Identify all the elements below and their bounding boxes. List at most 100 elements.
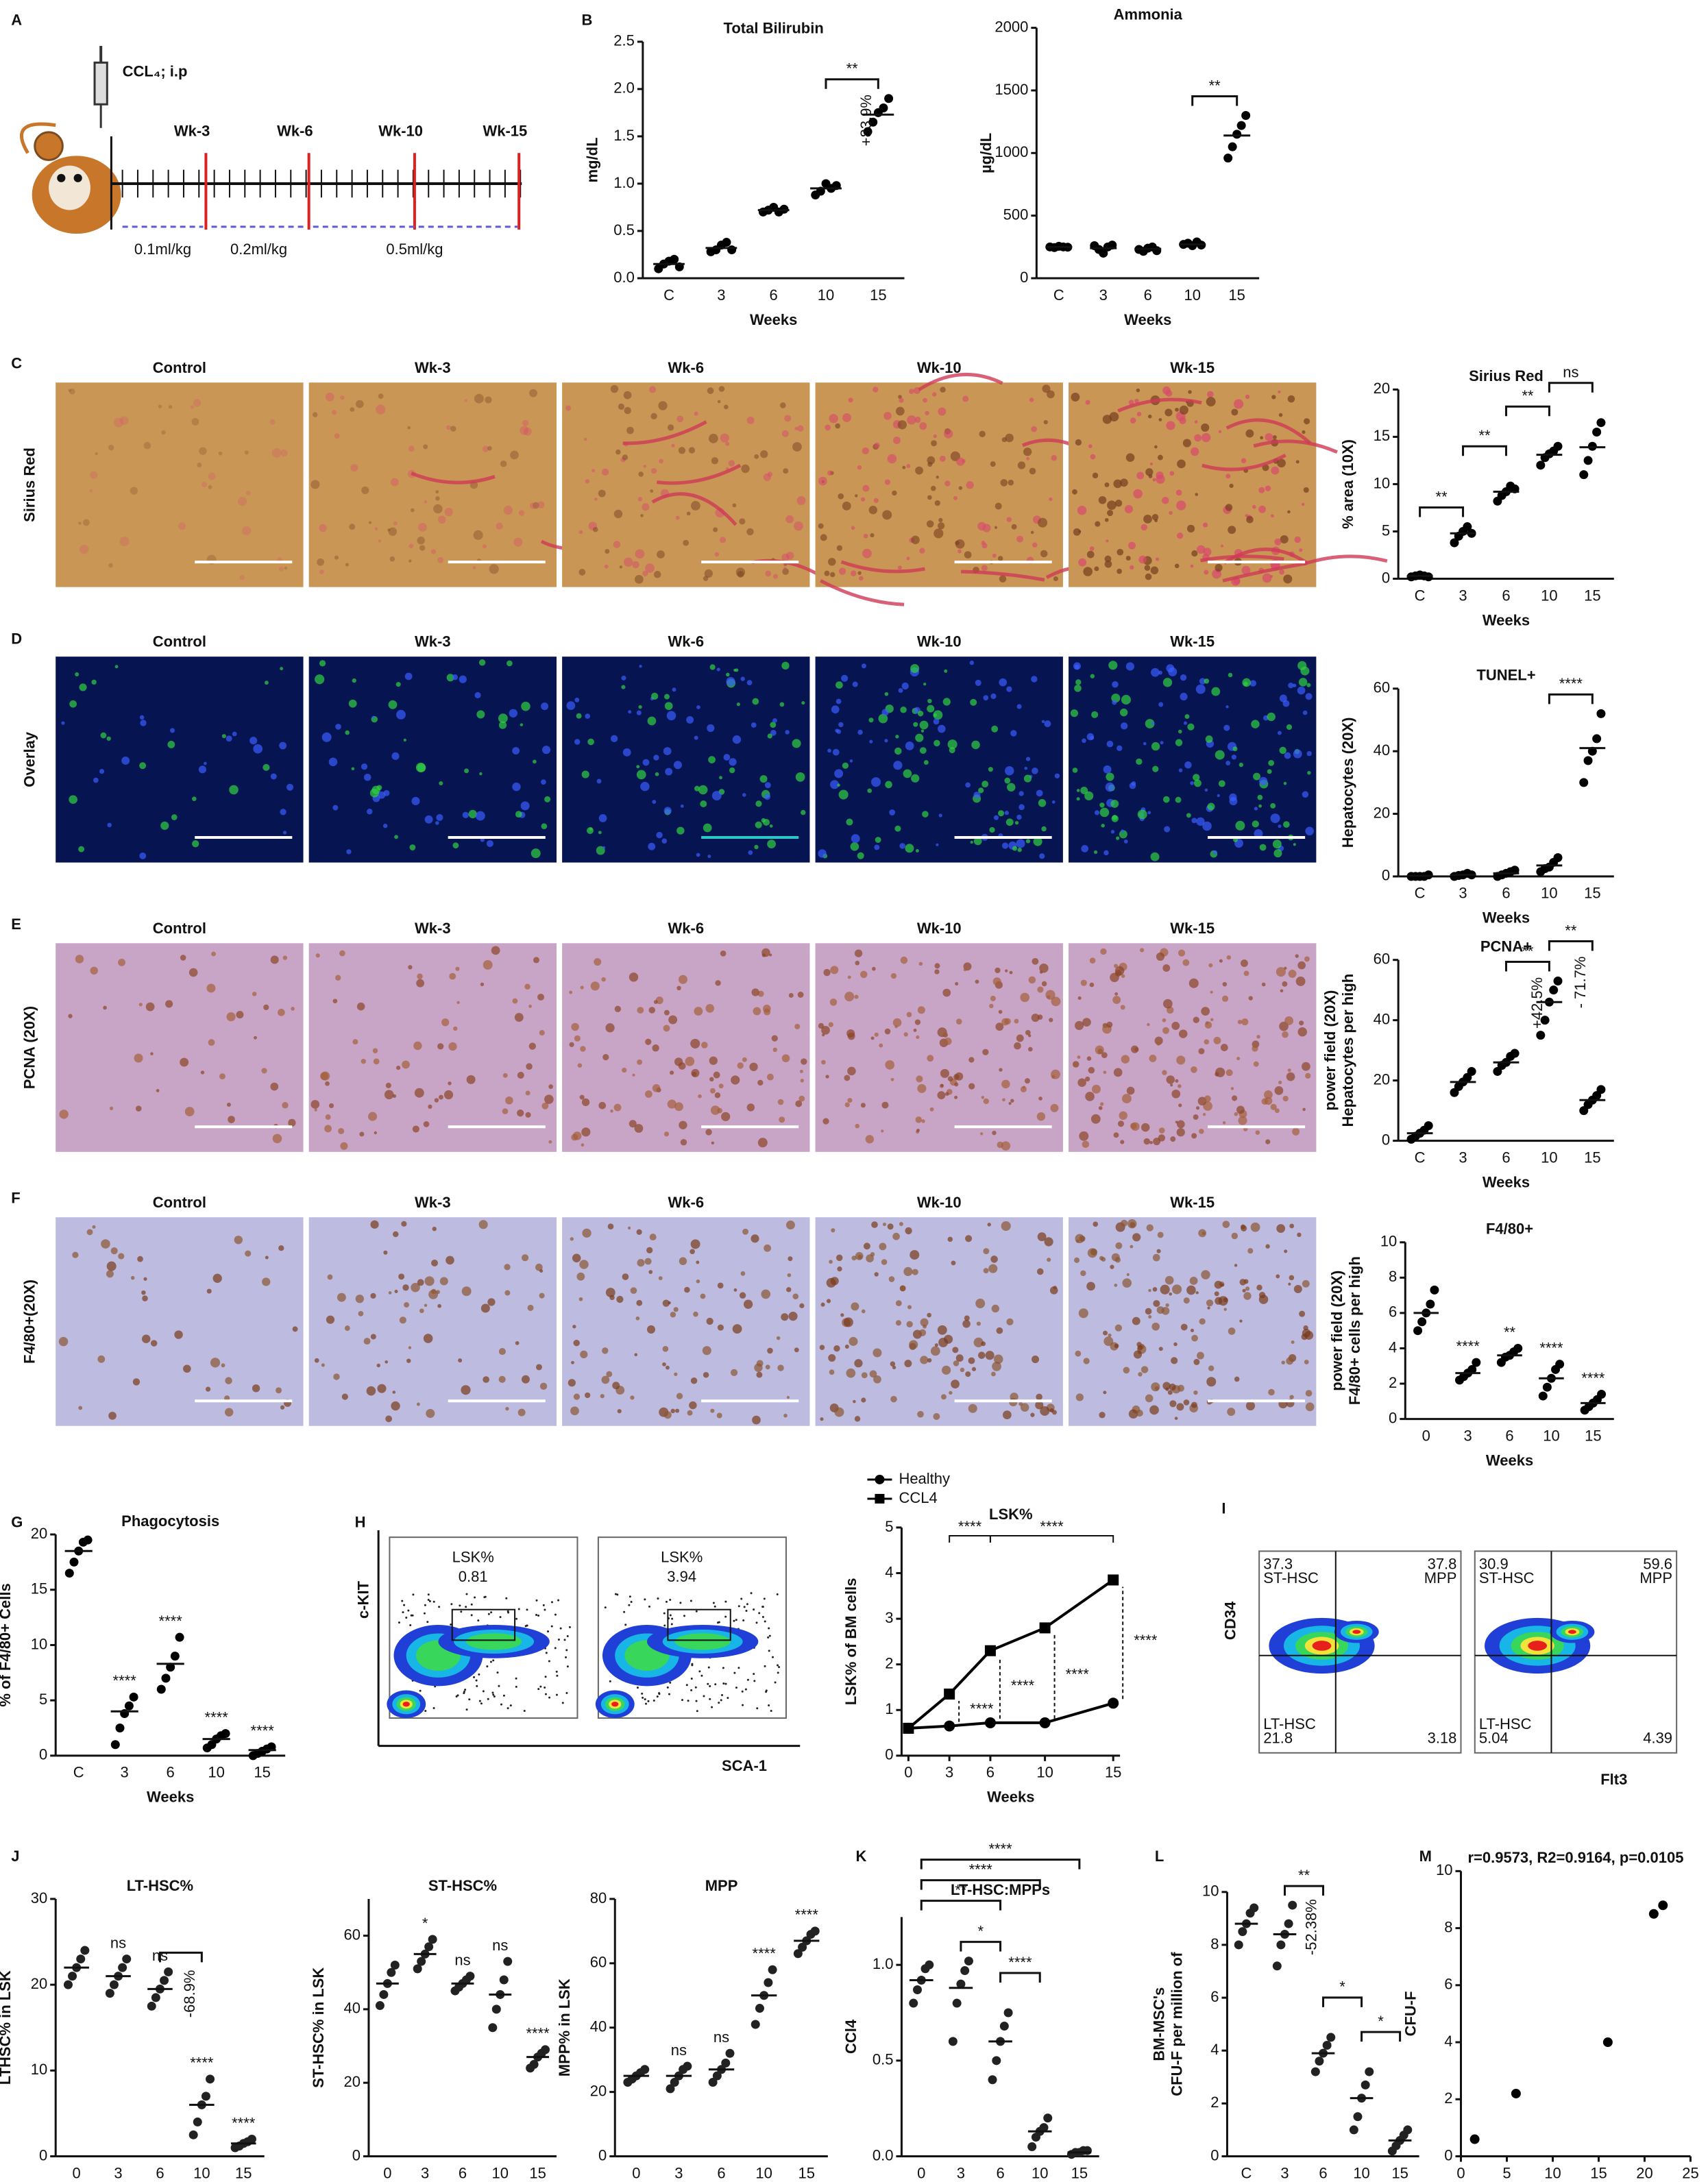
data-point <box>879 103 888 113</box>
texture <box>919 720 929 730</box>
data-point <box>390 1961 400 1970</box>
data-point <box>164 1967 173 1976</box>
texture <box>752 698 759 705</box>
texture <box>1160 741 1164 745</box>
texture <box>1214 1291 1219 1297</box>
data-point <box>884 94 894 103</box>
quadrant-label: MPP <box>1424 1569 1457 1586</box>
texture <box>912 1268 918 1275</box>
texture <box>710 1105 720 1115</box>
texture <box>731 1075 740 1085</box>
texture <box>487 445 492 451</box>
texture <box>576 713 582 719</box>
texture <box>850 842 859 851</box>
texture <box>1169 1383 1176 1391</box>
texture <box>1143 1138 1151 1145</box>
data-point <box>1511 2088 1521 2098</box>
texture <box>792 739 801 748</box>
texture <box>1115 1242 1123 1249</box>
texture <box>1047 1258 1051 1262</box>
texture <box>321 1071 330 1081</box>
micrograph <box>308 657 557 863</box>
micrograph-image <box>308 657 557 863</box>
texture <box>985 1351 995 1360</box>
data-point <box>793 1949 803 1959</box>
density <box>611 1702 619 1707</box>
texture <box>634 1124 644 1133</box>
texture <box>1282 1031 1289 1038</box>
texture <box>1106 740 1114 748</box>
texture <box>898 395 902 399</box>
texture <box>378 393 384 400</box>
texture <box>544 1094 554 1104</box>
texture <box>1189 1277 1198 1285</box>
texture <box>435 821 439 825</box>
texture <box>363 1338 371 1345</box>
y-tick-label: 15 <box>31 1580 47 1597</box>
texture <box>1025 1029 1031 1035</box>
texture <box>698 785 708 795</box>
x-tick-label: 10 <box>1036 1764 1053 1781</box>
y-tick-label: 0 <box>1382 1131 1390 1148</box>
texture <box>1277 458 1286 468</box>
texture <box>1241 1225 1247 1231</box>
texture <box>1289 1395 1294 1399</box>
texture <box>713 527 718 532</box>
texture <box>644 1258 652 1265</box>
texture <box>769 824 773 828</box>
x-tick-label: C <box>1241 2164 1252 2181</box>
texture <box>428 1104 432 1109</box>
texture <box>1151 667 1160 677</box>
data-point <box>1549 985 1559 995</box>
texture <box>1165 1303 1169 1308</box>
texture <box>844 1345 849 1349</box>
texture <box>503 506 513 515</box>
texture <box>637 1059 643 1065</box>
texture <box>1146 1224 1154 1231</box>
column-title: Wk-6 <box>668 920 705 937</box>
texture <box>820 1417 824 1421</box>
texture <box>598 814 607 822</box>
texture <box>776 1336 781 1340</box>
event <box>624 1623 627 1626</box>
texture <box>141 1290 146 1295</box>
event <box>722 1682 725 1685</box>
texture <box>927 698 932 704</box>
texture <box>500 461 507 467</box>
texture <box>415 762 426 772</box>
texture <box>1138 555 1147 564</box>
texture <box>687 1410 693 1416</box>
texture <box>1234 1264 1238 1267</box>
texture <box>1153 1138 1161 1146</box>
texture <box>573 1339 580 1347</box>
event <box>566 1634 569 1637</box>
texture <box>1107 509 1114 517</box>
event <box>696 1710 698 1713</box>
data-point <box>1579 778 1589 787</box>
texture <box>1205 735 1213 743</box>
texture <box>1145 1308 1152 1315</box>
texture <box>498 1375 506 1383</box>
texture <box>636 765 640 769</box>
event <box>509 1704 512 1707</box>
texture <box>635 1316 640 1321</box>
texture <box>605 1023 615 1033</box>
event <box>493 1695 496 1698</box>
bracket <box>1361 2031 1402 2042</box>
texture <box>437 1043 444 1050</box>
texture <box>764 794 771 800</box>
event <box>491 1691 494 1694</box>
texture <box>1114 970 1122 977</box>
event <box>768 1650 770 1652</box>
texture <box>1136 388 1140 393</box>
fibre <box>622 420 707 445</box>
texture <box>515 811 522 818</box>
texture <box>962 1319 971 1328</box>
event <box>465 1708 468 1711</box>
x-tick-label: 15 <box>529 2164 546 2181</box>
data-point <box>1596 1085 1606 1094</box>
texture <box>114 665 119 669</box>
texture <box>1184 714 1190 720</box>
texture <box>1241 959 1248 968</box>
texture <box>169 728 175 733</box>
